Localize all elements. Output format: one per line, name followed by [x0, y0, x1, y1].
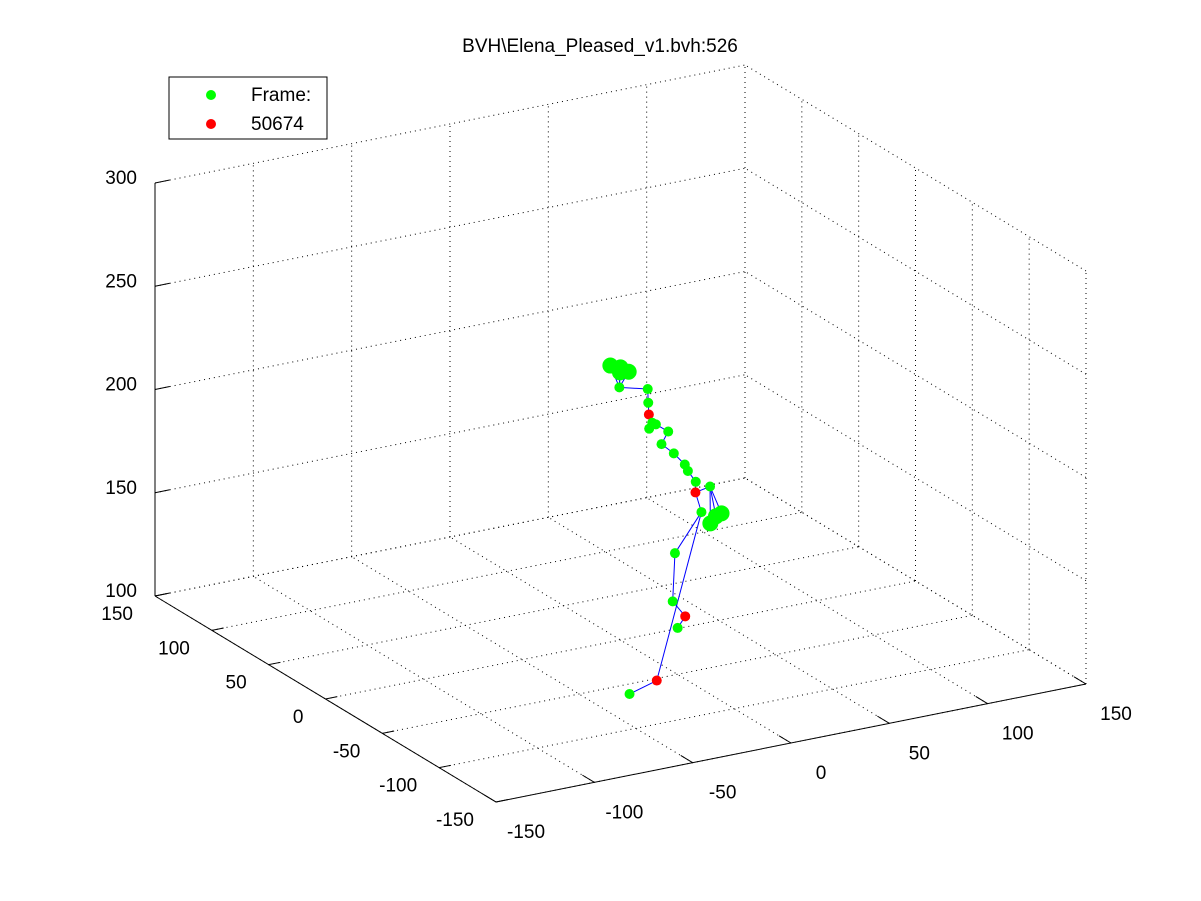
- grid-line-backwall-z: [154, 477, 746, 597]
- x-tick-mark: [1073, 676, 1087, 685]
- legend-box: [168, 76, 328, 140]
- grid-line-floor-y: [439, 649, 1030, 769]
- y-tick-mark: [325, 696, 338, 700]
- joint-marker: [702, 515, 719, 532]
- joint-marker: [690, 487, 701, 498]
- bone-segment: [674, 511, 702, 554]
- y-tick-label: 50: [226, 673, 247, 694]
- z-tick-mark: [154, 386, 170, 390]
- legend: Frame: 50674: [168, 76, 328, 140]
- bone-segment: [672, 553, 676, 602]
- joint-marker: [696, 507, 707, 518]
- joint-marker: [705, 481, 716, 492]
- grid-line-floor-y: [268, 546, 859, 666]
- x-tick-label: -150: [507, 822, 545, 843]
- z-tick-mark: [154, 592, 170, 597]
- y-tick-label: 100: [158, 638, 190, 659]
- z-tick-label: 100: [105, 581, 137, 602]
- skeleton-joints: [602, 357, 730, 700]
- y-tick-mark: [268, 661, 281, 666]
- z-tick-mark: [154, 489, 170, 494]
- grid-line-backwall-z: [154, 64, 746, 184]
- grid-line-floor-y: [325, 580, 916, 700]
- grid-line-floor-y: [382, 614, 973, 734]
- joint-marker: [611, 364, 628, 381]
- joint-marker: [650, 419, 661, 430]
- y-tick-mark: [439, 764, 452, 769]
- joint-marker: [672, 622, 683, 633]
- y-tick-label: -100: [379, 776, 417, 797]
- chart-title: BVH\Elena_Pleased_v1.bvh:526: [462, 36, 738, 57]
- z-tick-label: 250: [105, 271, 137, 292]
- x-tick-mark: [778, 735, 792, 744]
- legend-label-frame: Frame:: [251, 85, 311, 106]
- y-tick-mark: [495, 799, 508, 803]
- grid-line-backwall-z: [154, 271, 746, 390]
- x-tick-label: 0: [816, 763, 827, 784]
- legend-marker-frame: [206, 90, 216, 100]
- z-tick-mark: [154, 282, 170, 287]
- joint-marker: [682, 465, 693, 476]
- y-tick-label: 150: [101, 604, 133, 625]
- x-tick-mark: [582, 774, 595, 783]
- y-tick-mark: [382, 730, 395, 734]
- z-tick-mark: [154, 179, 170, 184]
- joint-marker: [663, 426, 674, 437]
- joint-marker: [668, 448, 679, 459]
- joint-marker: [669, 548, 680, 559]
- grid-line-backwall-z: [154, 374, 746, 494]
- z-tick-label: 150: [105, 478, 137, 499]
- x-tick-mark: [975, 696, 988, 705]
- z-tick-label: 200: [105, 375, 137, 396]
- x-tick-mark: [483, 794, 497, 803]
- legend-marker-frame-number: [206, 119, 216, 129]
- tick-labels: -150-100-50050100150-150-100-50050100150…: [101, 168, 1132, 843]
- joint-marker: [614, 382, 625, 393]
- x-tick-label: 50: [909, 743, 930, 764]
- bone-segment: [629, 680, 657, 695]
- x-tick-label: 100: [1002, 724, 1034, 745]
- x-tick-label: -100: [605, 802, 643, 823]
- x-tick-mark: [877, 715, 890, 724]
- joint-marker: [656, 439, 667, 450]
- grid-line-backwall-z: [154, 167, 746, 287]
- bone-segment: [656, 511, 702, 681]
- x-tick-mark: [680, 755, 693, 764]
- joint-marker: [713, 505, 730, 522]
- joint-marker: [643, 409, 654, 420]
- joint-marker: [680, 611, 691, 622]
- joint-marker: [642, 384, 653, 395]
- x-tick-label: -50: [709, 783, 736, 804]
- y-tick-label: 0: [293, 707, 304, 728]
- y-tick-label: -150: [436, 810, 474, 831]
- joint-marker: [624, 689, 635, 700]
- z-tick-label: 300: [105, 168, 137, 189]
- joint-marker: [690, 476, 701, 487]
- x-tick-label: 150: [1100, 704, 1132, 725]
- legend-label-frame-number: 50674: [251, 114, 304, 135]
- y-tick-label: -50: [333, 741, 360, 762]
- joint-marker: [667, 596, 678, 607]
- joint-marker: [651, 675, 662, 686]
- joint-marker: [643, 397, 654, 408]
- y-tick-mark: [211, 627, 224, 631]
- grid-line-floor-y: [211, 511, 802, 631]
